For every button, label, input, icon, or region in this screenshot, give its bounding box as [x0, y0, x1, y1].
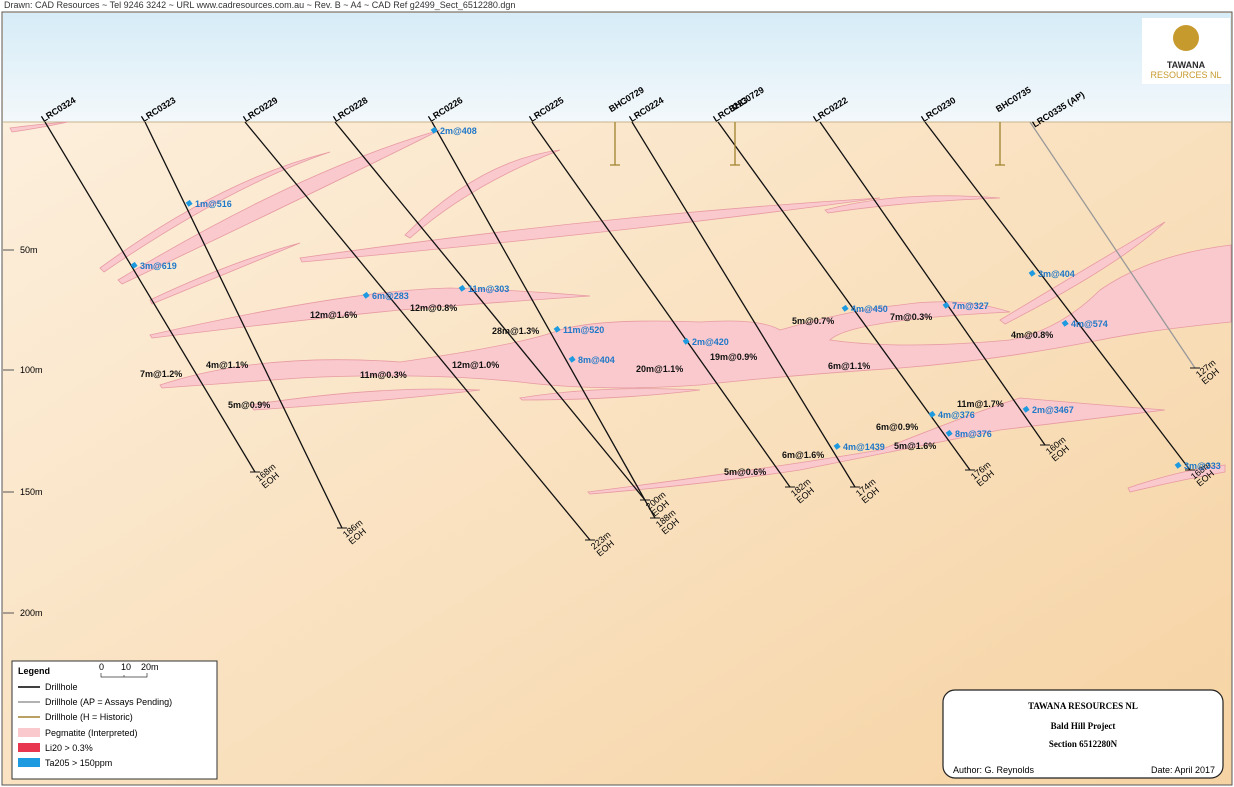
drillhole: [144, 121, 343, 529]
li2o-label: 6m@0.9%: [876, 422, 918, 432]
li2o-label: 5m@0.7%: [792, 316, 834, 326]
li2o-label: 19m@0.9%: [710, 352, 757, 362]
ta2o5-label: 7m@327: [952, 301, 989, 311]
legend-item: Drillhole: [45, 682, 78, 692]
li2o-label: 7m@1.2%: [140, 369, 182, 379]
depth-label: 150m: [20, 487, 43, 497]
li2o-label: 11m@0.3%: [360, 370, 407, 380]
ta2o5-label: 4m@450: [851, 304, 888, 314]
drillhole: [631, 121, 856, 488]
company: TAWANA RESOURCES NL: [1028, 701, 1138, 711]
section: Section 6512280N: [1049, 739, 1118, 749]
logo-sub: RESOURCES NL: [1150, 70, 1221, 80]
legend: Legend 0 10 20m Drillhole Drillhole (AP …: [11, 660, 218, 780]
historic-hole: [730, 122, 740, 166]
drillhole: [924, 121, 1191, 471]
ta2o5-label: 2m@420: [692, 337, 729, 347]
li2o-label: 6m@1.1%: [828, 361, 870, 371]
ta2o5-label: 11m@520: [563, 325, 604, 335]
project: Bald Hill Project: [1051, 721, 1116, 731]
pegmatites: [9, 121, 1232, 495]
drillhole: [44, 121, 256, 473]
author: Author: G. Reynolds: [953, 765, 1035, 775]
title-block: TAWANA RESOURCES NL Bald Hill Project Se…: [942, 689, 1224, 779]
scale-label: 0: [99, 662, 104, 672]
ta2o5-label: 8m@404: [578, 355, 615, 365]
ta2o5-interval: [430, 126, 438, 134]
ta2o5-interval: [458, 284, 466, 292]
header-note: Drawn: CAD Resources ~ Tel 9246 3242 ~ U…: [4, 0, 515, 10]
logo: TAWANA RESOURCES NL: [1142, 18, 1230, 84]
depth-label: 50m: [20, 245, 38, 255]
drillhole: [531, 121, 791, 488]
li2o-label: 11m@1.7%: [957, 399, 1004, 409]
li2o-label: 6m@1.6%: [782, 450, 824, 460]
drillhole: [431, 121, 656, 519]
ta2o5-label: 11m@303: [468, 284, 509, 294]
li2o-label: 5m@1.6%: [894, 441, 936, 451]
li2o-label: 12m@1.6%: [310, 310, 357, 320]
ta2o5-interval: [942, 301, 950, 309]
ta2o5-label: 4m@376: [938, 410, 975, 420]
li2o-label: 5m@0.9%: [228, 400, 270, 410]
ta2o5-label: 6m@283: [372, 291, 409, 301]
drillhole: [819, 121, 1046, 446]
depth-label: 100m: [20, 365, 43, 375]
li2o-label: 4m@0.8%: [1011, 330, 1053, 340]
ta2o5-label: 8m@376: [955, 429, 992, 439]
li2o-label: 5m@0.6%: [724, 467, 766, 477]
depth-label: 200m: [20, 608, 43, 618]
ta2o5-interval: [682, 337, 690, 345]
ta2o5-interval: [362, 291, 370, 299]
ta2o5-label: 3m@619: [140, 261, 177, 271]
ta2o5-interval: [568, 355, 576, 363]
drillhole: [244, 121, 591, 541]
ta2o5-label: 2m@3467: [1032, 405, 1074, 415]
ta2o5-interval: [553, 325, 561, 333]
ta2o5-interval: [841, 304, 849, 312]
ta2o5-label: 3m@333: [1184, 461, 1221, 471]
sky: [3, 13, 1231, 122]
ta2o5-interval: [130, 261, 138, 269]
ta2o5-label: 4m@574: [1071, 319, 1108, 329]
historic-hole: [610, 122, 620, 166]
drillhole: [1029, 121, 1196, 369]
li2o-label: 7m@0.3%: [890, 312, 932, 322]
drillhole: [717, 121, 971, 471]
ta2o5-label: 2m@408: [440, 126, 477, 136]
legend-title: Legend: [18, 666, 50, 676]
ta2o5-interval: [1028, 269, 1036, 277]
li2o-label: 20m@1.1%: [636, 364, 683, 374]
scale-label: 10: [121, 662, 131, 672]
li2o-label: 12m@1.0%: [452, 360, 499, 370]
li2o-label: 28m@1.3%: [492, 326, 539, 336]
drillhole: [334, 121, 646, 501]
ta2o5-label: 4m@1439: [843, 442, 885, 452]
ta2o5-interval: [1174, 461, 1182, 469]
legend-item: Drillhole (H = Historic): [45, 712, 133, 722]
legend-item: Pegmatite (Interpreted): [45, 728, 138, 738]
legend-item: Li20 > 0.3%: [45, 743, 93, 753]
legend-item: Ta205 > 150ppm: [45, 758, 112, 768]
scale-label: 20m: [141, 662, 159, 672]
ta2o5-interval: [1061, 319, 1069, 327]
ta2o5-interval: [833, 442, 841, 450]
date: Date: April 2017: [1151, 765, 1215, 775]
ta2o5-label: 1m@516: [195, 199, 232, 209]
logo-name: TAWANA: [1167, 60, 1206, 70]
ta2o5-interval: [1022, 405, 1030, 413]
ta2o5-interval: [185, 199, 193, 207]
legend-item: Drillhole (AP = Assays Pending): [45, 697, 172, 707]
ta2o5-label: 3m@404: [1038, 269, 1075, 279]
li2o-label: 12m@0.8%: [410, 303, 457, 313]
ta2o5-interval: [928, 410, 936, 418]
historic-hole: [995, 122, 1005, 166]
li2o-label: 4m@1.1%: [206, 360, 248, 370]
intercept-labels: 2m@408 1m@516 3m@619 6m@283 11m@303 11m@520 8m…: [130, 126, 1221, 477]
ta2o5-interval: [945, 429, 953, 437]
